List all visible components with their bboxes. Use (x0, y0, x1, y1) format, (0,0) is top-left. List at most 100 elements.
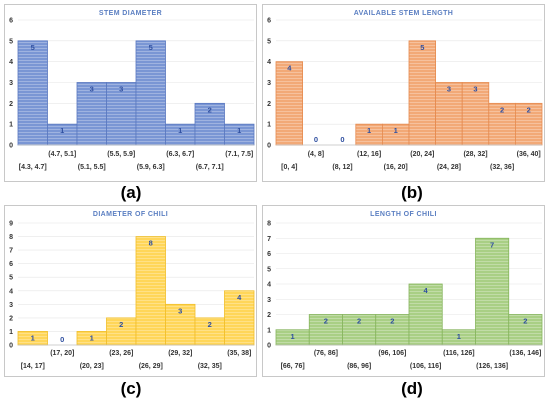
y-tick-c-7: 7 (9, 248, 13, 255)
y-tick-a-6: 6 (9, 18, 13, 25)
bar-b-8 (488, 102, 516, 146)
y-tick-a-5: 5 (9, 38, 13, 45)
data-label-a-7: 1 (237, 126, 241, 135)
bar-d-3 (375, 314, 410, 346)
x-tick-c-6: (32, 35] (198, 363, 222, 370)
data-label-b-0: 4 (287, 64, 292, 73)
data-label-c-5: 3 (178, 306, 182, 315)
chart-title-b: AVAILABLE STEM LENGTH (354, 10, 454, 17)
y-tick-d-1: 1 (267, 327, 271, 334)
data-label-c-0: 1 (31, 333, 35, 342)
y-tick-b-4: 4 (267, 59, 271, 66)
y-tick-c-3: 3 (9, 302, 13, 309)
y-tick-a-4: 4 (9, 59, 13, 66)
data-label-b-7: 3 (473, 85, 477, 94)
y-tick-c-6: 6 (9, 261, 13, 268)
chart-panel-d: LENGTH OF CHILI 0 1 2 3 4 5 6 7 8 1 2 2 2 4 1 7 2 [66, 76]… (262, 205, 545, 377)
x-tick-b-7: (28, 32] (463, 151, 487, 158)
x-tick-d-6: (126, 136] (476, 363, 508, 370)
chart-title-a: STEM DIAMETER (99, 10, 162, 17)
bar-b-0 (275, 61, 304, 146)
bar-c-4 (135, 236, 166, 346)
x-tick-d-3: (96, 106] (378, 350, 406, 357)
chart-panel-b: AVAILABLE STEM LENGTH 0 1 2 3 4 5 6 4 0 0 1 1 5 3 3 2 2 [0… (262, 4, 545, 182)
bar-d-6 (475, 237, 510, 346)
x-tick-c-1: (17, 20] (50, 350, 74, 357)
data-label-b-8: 2 (500, 105, 504, 114)
data-label-c-6: 2 (208, 320, 212, 329)
bar-a-0 (17, 40, 48, 146)
data-label-a-0: 5 (31, 43, 35, 52)
panel-label-b: (b) (401, 183, 423, 202)
x-tick-c-5: (29, 32] (168, 350, 192, 357)
y-tick-b-5: 5 (267, 38, 271, 45)
x-tick-d-7: (136, 146] (509, 350, 541, 357)
x-tick-c-2: (20, 23] (80, 363, 104, 370)
y-tick-c-2: 2 (9, 315, 13, 322)
y-tick-d-8: 8 (267, 221, 271, 228)
x-tick-d-4: (106, 116] (410, 363, 442, 370)
panel-label-d: (d) (401, 379, 423, 398)
x-tick-c-7: (35, 38] (227, 350, 251, 357)
x-tick-b-6: (24, 28] (437, 164, 461, 171)
y-tick-c-5: 5 (9, 275, 13, 282)
x-tick-a-5: (6.3, 6.7] (166, 151, 194, 158)
panel-label-a: (a) (120, 183, 142, 202)
x-tick-b-0: [0, 4] (281, 164, 297, 171)
data-label-c-1: 0 (60, 335, 64, 344)
data-label-d-1: 2 (324, 317, 328, 326)
data-label-b-1: 0 (314, 135, 318, 144)
bar-d-2 (342, 314, 377, 346)
y-tick-a-0: 0 (9, 143, 13, 150)
x-tick-d-0: [66, 76] (281, 363, 305, 370)
chart-frame-b (262, 4, 545, 182)
x-tick-c-3: (23, 26] (109, 350, 133, 357)
data-label-c-3: 2 (119, 320, 123, 329)
data-label-d-5: 1 (457, 332, 461, 341)
x-tick-b-4: (16, 20] (384, 164, 408, 171)
bar-b-6 (435, 82, 463, 146)
y-tick-c-4: 4 (9, 288, 13, 295)
data-label-b-9: 2 (527, 105, 531, 114)
x-tick-d-1: (76, 86] (314, 350, 338, 357)
chart-svg-b: AVAILABLE STEM LENGTH 0 1 2 3 4 5 6 4 0 0 1 1 5 3 3 2 2 [0… (262, 4, 545, 182)
bar-d-4 (408, 283, 443, 346)
y-tick-d-5: 5 (267, 266, 271, 273)
y-tick-b-0: 0 (267, 143, 271, 150)
x-tick-c-0: [14, 17] (21, 363, 45, 370)
x-tick-d-5: (116, 126] (443, 350, 475, 357)
data-label-b-6: 3 (447, 85, 451, 94)
y-tick-d-0: 0 (267, 343, 271, 350)
y-tick-a-1: 1 (9, 122, 13, 129)
y-tick-b-2: 2 (267, 101, 271, 108)
data-label-d-3: 2 (390, 317, 394, 326)
data-label-d-0: 1 (291, 332, 295, 341)
chart-svg-a: STEM DIAMETER 0 1 2 3 4 5 6 5 1 3 3 5 1 2 1 [4.3, 4.7](4… (4, 4, 257, 182)
x-tick-b-9: (36, 40] (517, 151, 541, 158)
data-label-b-3: 1 (367, 126, 371, 135)
data-label-a-4: 5 (149, 43, 153, 52)
data-label-a-6: 2 (208, 105, 212, 114)
chart-title-c: DIAMETER OF CHILI (93, 211, 168, 218)
y-tick-c-1: 1 (9, 329, 13, 336)
chart-panel-c: DIAMETER OF CHILI 0 1 2 3 4 5 6 7 8 9 1 0 1 2 8 3 2 4 [14, … (4, 205, 257, 377)
y-tick-a-2: 2 (9, 101, 13, 108)
x-tick-b-2: (8, 12] (332, 164, 352, 171)
chart-panel-a: STEM DIAMETER 0 1 2 3 4 5 6 5 1 3 3 5 1 2 1 [4.3, 4.7] (4… (4, 4, 257, 182)
y-tick-b-3: 3 (267, 80, 271, 87)
x-tick-a-4: (5.9, 6.3] (137, 164, 165, 171)
bar-a-6 (194, 102, 225, 146)
chart-svg-d: LENGTH OF CHILI 0 1 2 3 4 5 6 7 8 1 2 2 2 4 1 7 2 [66, 76]… (262, 205, 545, 377)
data-label-d-2: 2 (357, 317, 361, 326)
y-tick-c-9: 9 (9, 221, 13, 228)
data-label-d-6: 7 (490, 240, 494, 249)
bar-b-5 (408, 40, 437, 146)
data-label-d-7: 2 (523, 317, 527, 326)
x-tick-a-2: (5.1, 5.5] (78, 164, 106, 171)
y-tick-b-1: 1 (267, 122, 271, 129)
bar-d-1 (308, 314, 343, 346)
y-tick-d-2: 2 (267, 312, 271, 319)
y-tick-c-8: 8 (9, 234, 13, 241)
data-label-b-5: 5 (420, 43, 424, 52)
